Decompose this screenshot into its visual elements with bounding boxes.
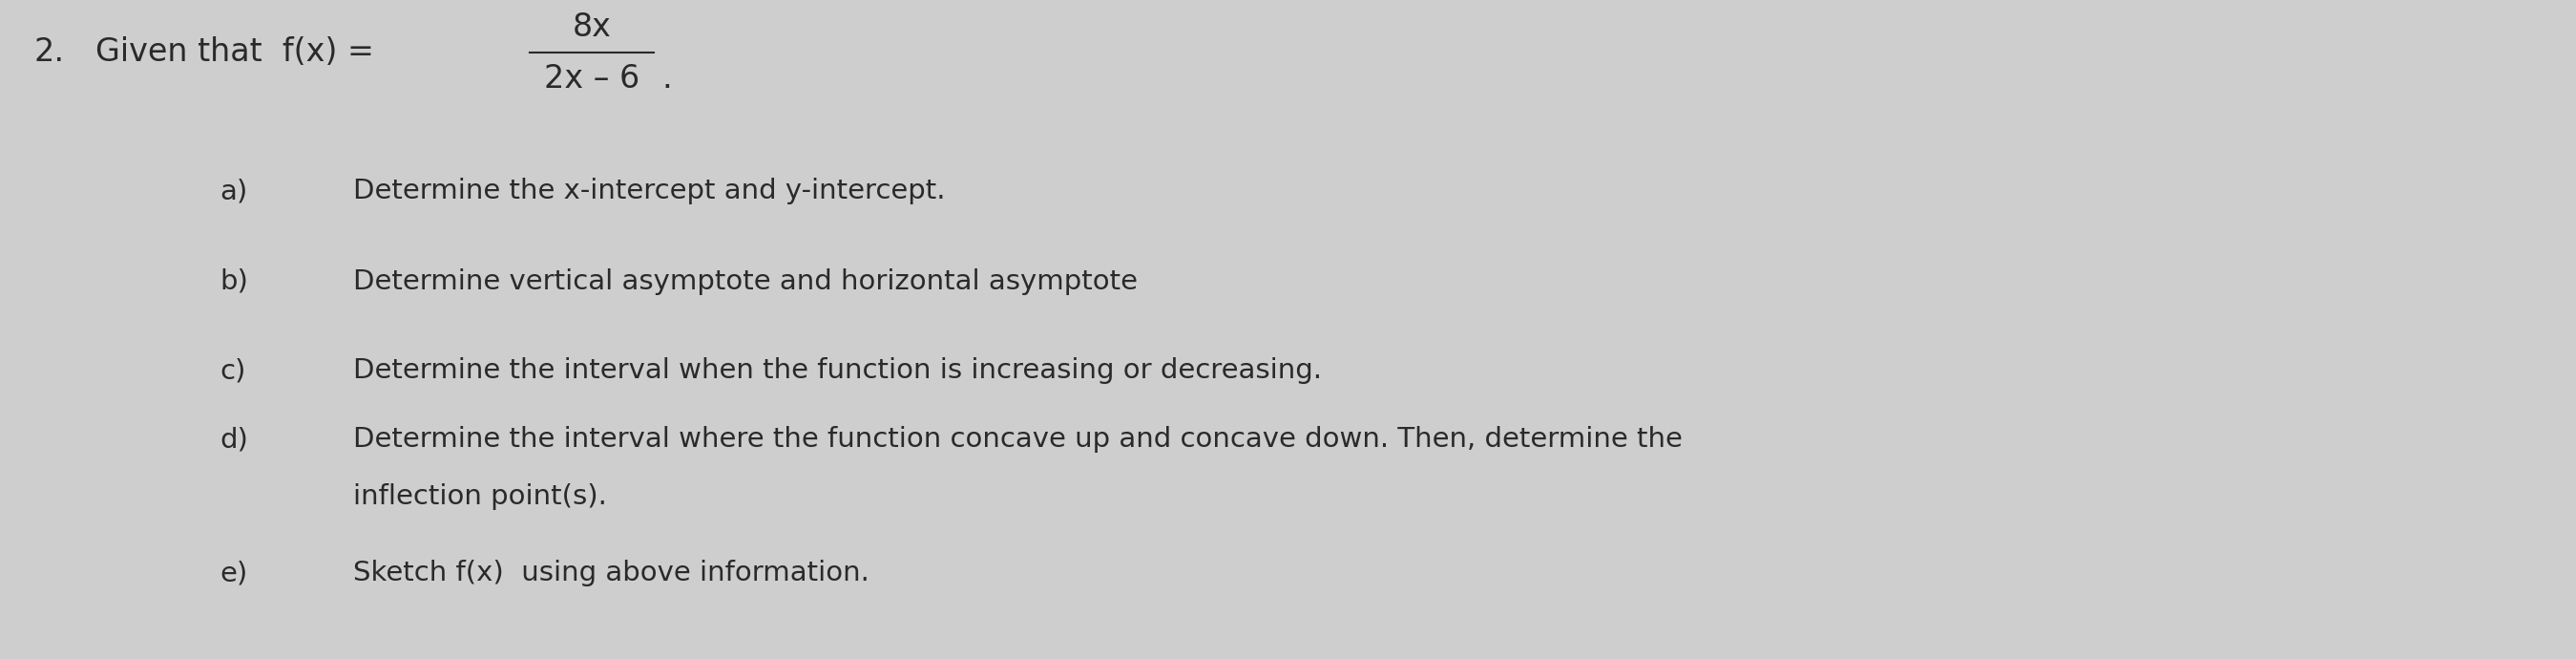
Text: 8x: 8x bbox=[572, 11, 611, 42]
Text: Given that  f(x) =: Given that f(x) = bbox=[95, 37, 374, 69]
Text: Determine the interval when the function is increasing or decreasing.: Determine the interval when the function… bbox=[353, 357, 1321, 384]
Text: e): e) bbox=[219, 559, 247, 587]
Text: Sketch f(x)  using above information.: Sketch f(x) using above information. bbox=[353, 559, 868, 587]
Text: a): a) bbox=[219, 178, 247, 204]
Text: Determine the interval where the function concave up and concave down. Then, det: Determine the interval where the functio… bbox=[353, 426, 1682, 453]
Text: c): c) bbox=[219, 357, 245, 384]
Text: 2x – 6: 2x – 6 bbox=[544, 63, 639, 94]
Text: 2.: 2. bbox=[33, 37, 64, 69]
Text: inflection point(s).: inflection point(s). bbox=[353, 483, 608, 510]
Text: Determine vertical asymptote and horizontal asymptote: Determine vertical asymptote and horizon… bbox=[353, 268, 1139, 295]
Text: Determine the x-intercept and y-intercept.: Determine the x-intercept and y-intercep… bbox=[353, 178, 945, 204]
Text: b): b) bbox=[219, 268, 247, 295]
Text: .: . bbox=[662, 63, 672, 94]
Text: d): d) bbox=[219, 426, 247, 453]
